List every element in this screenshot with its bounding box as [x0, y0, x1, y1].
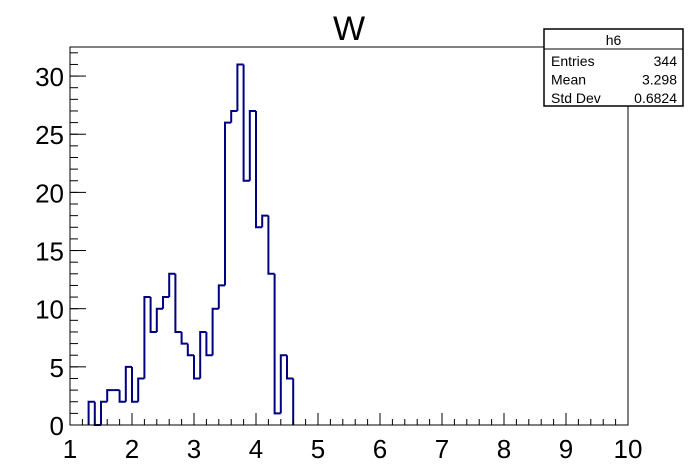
- histogram-bin: [193, 355, 201, 380]
- histogram-bin: [248, 109, 256, 181]
- y-tick-label: 25: [35, 120, 64, 150]
- y-tick-label: 20: [35, 178, 64, 208]
- y-tick-label: 30: [35, 62, 64, 92]
- stats-row-label: Mean: [551, 72, 586, 88]
- y-tick-label: 15: [35, 237, 64, 267]
- histogram-bin: [168, 272, 176, 298]
- histogram-bin: [273, 273, 281, 415]
- x-tick-label: 6: [373, 434, 387, 464]
- y-tick-label: 10: [35, 295, 64, 325]
- chart-title: W: [333, 10, 365, 48]
- histogram-bin: [261, 214, 269, 228]
- histogram-bin: [100, 400, 108, 425]
- histogram-bin: [131, 366, 139, 403]
- x-tick-label: 8: [497, 434, 511, 464]
- histogram-bin: [230, 109, 238, 123]
- x-tick-label: 2: [125, 434, 139, 464]
- x-tick-label: 4: [249, 434, 263, 464]
- histogram-bin: [199, 330, 207, 379]
- histogram-bin: [267, 215, 275, 275]
- histogram-bin: [224, 121, 232, 286]
- histogram-bin: [211, 307, 219, 356]
- stats-box: h6 Entries 344 Mean 3.298 Std Dev 0.6824: [543, 28, 684, 107]
- histogram-bin: [242, 64, 250, 182]
- histogram-bin: [180, 331, 188, 345]
- stats-row-value: 0.6824: [634, 90, 677, 106]
- histogram-bin: [118, 390, 126, 403]
- stats-row-label: Entries: [551, 53, 595, 69]
- histogram-bin: [205, 331, 213, 357]
- histogram-bin: [137, 377, 145, 402]
- x-tick-label: 1: [63, 434, 77, 464]
- stats-box-frame: [543, 28, 684, 107]
- stats-row-value: 344: [654, 53, 678, 69]
- stats-row-value: 3.298: [642, 72, 677, 88]
- plot-frame: [69, 46, 629, 426]
- x-tick-label: 7: [435, 434, 449, 464]
- histogram-bin: [149, 297, 157, 333]
- x-tick-label: 5: [311, 434, 325, 464]
- histogram-bin: [143, 296, 151, 379]
- histogram-bin: [279, 354, 287, 414]
- histogram-bin: [174, 273, 182, 333]
- histogram-bin: [162, 296, 170, 309]
- histogram-bin: [106, 389, 114, 402]
- histogram-bin: [87, 400, 95, 425]
- stats-row-label: Std Dev: [551, 90, 601, 106]
- x-tick-label: 10: [614, 434, 643, 464]
- histogram-bin: [286, 355, 294, 380]
- histogram-bin: [255, 110, 263, 229]
- histogram-bin: [217, 284, 225, 309]
- histogram-bin: [236, 63, 244, 111]
- histogram-bin: [155, 307, 163, 332]
- y-tick-label: 0: [50, 411, 64, 441]
- stats-box-name: h6: [606, 32, 622, 48]
- histogram-bin: [124, 365, 132, 402]
- x-tick-label: 3: [187, 434, 201, 464]
- axes: 1 2 3 4 5 6 7 8 9 10 0 5 10 15 20 25 30: [35, 46, 643, 464]
- y-tick-label: 5: [50, 353, 64, 383]
- plot-area: [87, 63, 295, 426]
- x-tick-label: 9: [559, 434, 573, 464]
- histogram-bin: [186, 343, 194, 357]
